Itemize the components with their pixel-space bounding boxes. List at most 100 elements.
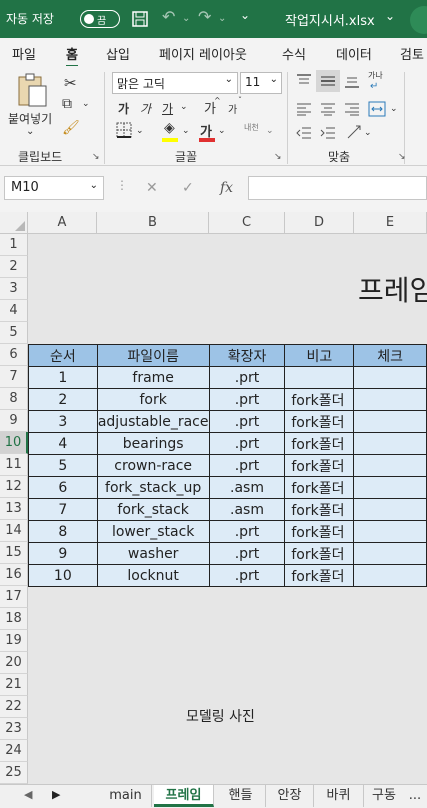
align-top-icon[interactable] <box>296 74 312 88</box>
borders-icon[interactable] <box>116 122 132 138</box>
formula-input[interactable] <box>248 176 427 200</box>
merge-center-icon[interactable] <box>368 101 386 117</box>
row-header[interactable]: 17 <box>0 586 28 608</box>
column-header-a[interactable]: A <box>28 212 97 234</box>
customize-quick-access-icon[interactable]: ⌄ <box>240 8 251 22</box>
cell-order[interactable]: 5 <box>28 454 98 477</box>
cell-order[interactable]: 2 <box>28 388 98 411</box>
row-header[interactable]: 14 <box>0 520 28 542</box>
row-header[interactable]: 1 <box>0 234 28 256</box>
cell-check[interactable] <box>353 542 427 565</box>
cell-extension[interactable]: .prt <box>208 432 286 455</box>
increase-indent-icon[interactable] <box>320 126 336 140</box>
row-header[interactable]: 21 <box>0 674 28 696</box>
cell-filename[interactable]: bearings <box>96 432 210 455</box>
cell-filename[interactable]: locknut <box>96 564 210 587</box>
cell-extension[interactable]: .prt <box>208 542 286 565</box>
column-header-e[interactable]: E <box>354 212 427 234</box>
row-header[interactable]: 2 <box>0 256 28 278</box>
sheet-tab-wheel[interactable]: 바퀴 <box>314 785 364 807</box>
cell-order[interactable]: 4 <box>28 432 98 455</box>
sheet-tab-main[interactable]: main <box>100 785 152 807</box>
tab-data[interactable]: 데이터 <box>336 48 372 63</box>
cell-extension[interactable]: .prt <box>208 388 286 411</box>
font-size-select[interactable]: 11 ⌄ <box>240 72 282 94</box>
cell-filename[interactable]: crown-race <box>96 454 210 477</box>
cell-order[interactable]: 9 <box>28 542 98 565</box>
cell-order[interactable]: 7 <box>28 498 98 521</box>
italic-button[interactable]: 가 <box>140 102 152 116</box>
paste-icon[interactable] <box>16 72 48 108</box>
borders-dropdown-icon[interactable]: ⌄ <box>136 126 144 136</box>
cell-check[interactable] <box>353 498 427 521</box>
insert-function-icon[interactable]: fx <box>220 180 234 196</box>
cell-check[interactable] <box>353 410 427 433</box>
phonetic-button[interactable]: 내천 <box>244 123 259 132</box>
row-header[interactable]: 15 <box>0 542 28 564</box>
cell-extension[interactable]: .prt <box>208 410 286 433</box>
sheet-tab-drive[interactable]: 구동 <box>372 788 396 803</box>
cell-filename[interactable]: lower_stack <box>96 520 210 543</box>
column-header-c[interactable]: C <box>209 212 285 234</box>
cell-note[interactable]: fork폴더 <box>284 564 355 587</box>
column-header-b[interactable]: B <box>97 212 209 234</box>
row-header[interactable]: 13 <box>0 498 28 520</box>
row-header[interactable]: 24 <box>0 740 28 762</box>
paste-button[interactable]: 붙여넣기 <box>8 112 53 126</box>
cell-order[interactable]: 1 <box>28 366 98 389</box>
row-header[interactable]: 16 <box>0 564 28 586</box>
fill-color-dropdown-icon[interactable]: ⌄ <box>182 126 190 136</box>
cancel-icon[interactable]: ✕ <box>146 180 158 196</box>
font-launcher-icon[interactable]: ↘ <box>274 152 282 162</box>
scroll-tabs-left-icon[interactable]: ◀ <box>24 788 33 801</box>
align-left-icon[interactable] <box>296 102 312 116</box>
underline-dropdown-icon[interactable]: ⌄ <box>180 102 188 112</box>
row-header[interactable]: 23 <box>0 718 28 740</box>
cell-check[interactable] <box>353 432 427 455</box>
shrink-font-button[interactable]: 가 <box>228 105 238 116</box>
bold-button[interactable]: 가 <box>118 102 130 116</box>
column-header-d[interactable]: D <box>285 212 354 234</box>
row-header[interactable]: 3 <box>0 278 28 300</box>
align-right-icon[interactable] <box>344 102 360 116</box>
cell-note[interactable]: fork폴더 <box>284 410 355 433</box>
grow-font-button[interactable]: 가 <box>204 102 216 117</box>
row-header[interactable]: 8 <box>0 388 28 410</box>
cell-check[interactable] <box>353 520 427 543</box>
copy-icon[interactable]: ⧉ <box>62 96 72 112</box>
cell-extension[interactable]: .prt <box>208 520 286 543</box>
cell-check[interactable] <box>353 564 427 587</box>
cell-filename[interactable]: frame <box>96 366 210 389</box>
paste-dropdown-icon[interactable]: ⌄ <box>26 126 35 137</box>
align-middle-button[interactable] <box>316 70 340 92</box>
tab-file[interactable]: 파일 <box>12 48 36 63</box>
cell-extension[interactable]: .prt <box>208 454 286 477</box>
decrease-indent-icon[interactable] <box>296 126 312 140</box>
cell-extension[interactable]: .prt <box>208 564 286 587</box>
cell-note[interactable]: fork폴더 <box>284 498 355 521</box>
tab-insert[interactable]: 삽입 <box>106 48 130 63</box>
redo-dropdown-icon[interactable]: ⌄ <box>218 13 227 24</box>
cell-filename[interactable]: fork_stack_up <box>96 476 210 499</box>
row-header[interactable]: 22 <box>0 696 28 718</box>
sheet-tab-frame[interactable]: 프레임 <box>154 785 214 807</box>
cell-note[interactable]: fork폴더 <box>284 388 355 411</box>
row-header[interactable]: 10 <box>0 432 28 454</box>
copy-dropdown-icon[interactable]: ⌄ <box>82 99 90 109</box>
row-header[interactable]: 19 <box>0 630 28 652</box>
header-filename[interactable]: 파일이름 <box>96 344 210 367</box>
tab-formulas[interactable]: 수식 <box>282 48 306 63</box>
more-tabs-button[interactable]: ... <box>408 788 422 803</box>
undo-icon[interactable]: ↶ <box>162 7 176 26</box>
row-header[interactable]: 12 <box>0 476 28 498</box>
sheet-tab-saddle[interactable]: 안장 <box>266 785 314 807</box>
cell-note[interactable]: fork폴더 <box>284 432 355 455</box>
cell-note[interactable]: fork폴더 <box>284 454 355 477</box>
enter-icon[interactable]: ✓ <box>182 180 194 196</box>
font-name-select[interactable]: 맑은 고딕 ⌄ <box>112 72 238 94</box>
header-extension[interactable]: 확장자 <box>208 344 286 367</box>
row-header[interactable]: 7 <box>0 366 28 388</box>
sheet-tab-handle[interactable]: 핸들 <box>216 785 266 807</box>
orientation-icon[interactable] <box>346 124 362 140</box>
row-header[interactable]: 20 <box>0 652 28 674</box>
